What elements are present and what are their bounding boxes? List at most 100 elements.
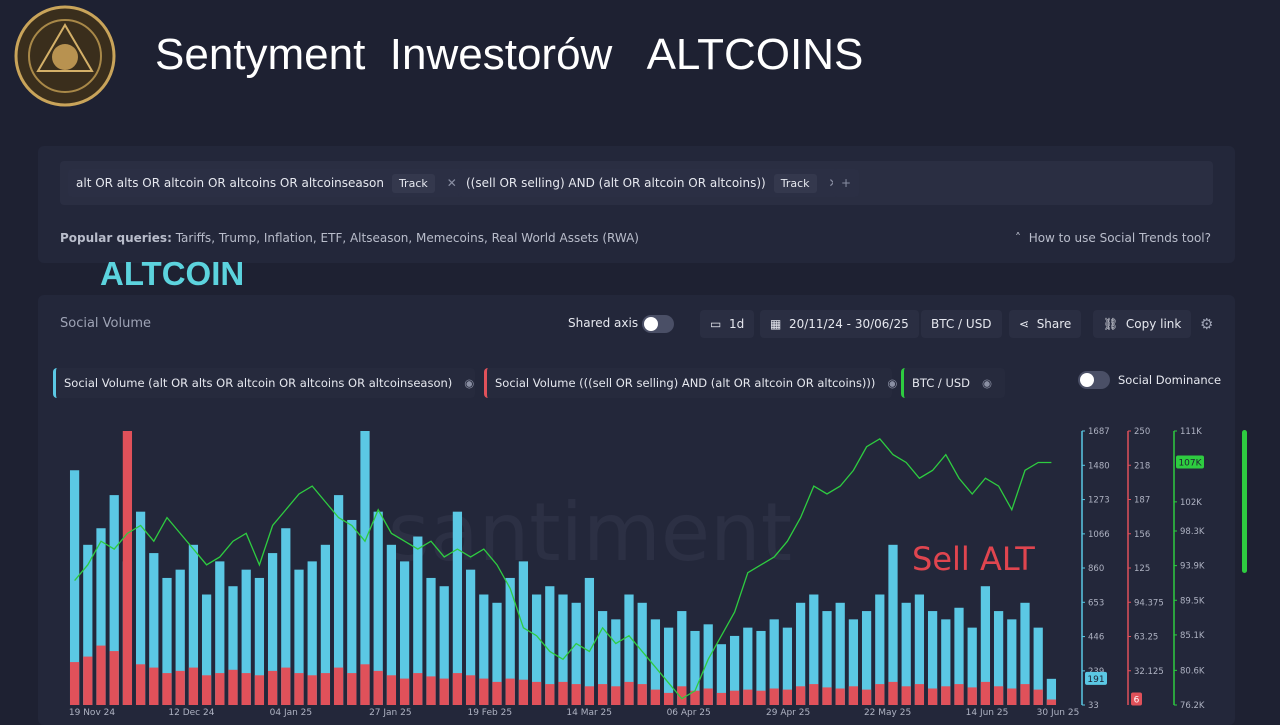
bar	[109, 495, 119, 705]
interval-button[interactable]: ▭ 1d	[700, 310, 755, 338]
bar	[294, 569, 304, 705]
x-tick-label: 29 Apr 25	[766, 708, 810, 718]
bar	[175, 569, 185, 705]
toggle-knob	[644, 317, 658, 331]
date-range-button[interactable]: ▦ 20/11/24 - 30/06/25	[760, 310, 919, 338]
legend-item[interactable]: Social Volume (alt OR alts OR altcoin OR…	[53, 368, 475, 398]
bar	[531, 681, 542, 705]
y-tick-label: 111K	[1180, 427, 1202, 437]
bar	[162, 577, 172, 705]
query-text: alt OR alts OR altcoin OR altcoins OR al…	[76, 176, 384, 190]
bar	[993, 611, 1004, 705]
bar	[109, 651, 119, 705]
bar	[650, 689, 661, 705]
bar	[439, 678, 449, 705]
pair-button[interactable]: BTC / USD	[921, 310, 1002, 338]
bar	[241, 569, 251, 705]
share-button[interactable]: ⋖ Share	[1009, 310, 1082, 338]
bar	[267, 553, 278, 705]
query-chip[interactable]: ((sell OR selling) AND (alt OR altcoin O…	[458, 169, 847, 197]
section-label: ALTCOIN	[100, 255, 245, 292]
bar	[426, 577, 436, 705]
bar	[188, 667, 199, 705]
x-tick-label: 12 Dec 24	[168, 708, 214, 718]
visibility-icon[interactable]: ◉	[464, 376, 475, 390]
bar	[690, 630, 700, 705]
bar	[531, 594, 542, 705]
y-tick-label: 653	[1088, 598, 1104, 608]
track-button[interactable]: Track	[773, 173, 817, 193]
y-tick-label: 860	[1088, 564, 1104, 574]
bar	[452, 673, 463, 705]
bar	[888, 681, 898, 705]
bar	[901, 602, 911, 705]
bar	[96, 645, 106, 705]
x-tick-label: 06 Apr 25	[667, 708, 711, 718]
bar	[611, 686, 621, 705]
social-dominance-toggle[interactable]	[1078, 371, 1110, 389]
bar	[215, 561, 225, 705]
bar	[333, 667, 344, 705]
copy-link-button[interactable]: ⛓ Copy link	[1093, 310, 1192, 338]
bar	[479, 594, 489, 705]
visibility-icon[interactable]: ◉	[982, 376, 993, 390]
bar	[215, 673, 225, 705]
settings-icon[interactable]: ⚙	[1200, 315, 1214, 333]
bar	[96, 528, 106, 705]
bar	[399, 561, 410, 705]
bar	[307, 675, 317, 705]
query-chip[interactable]: alt OR alts OR altcoin OR altcoins OR al…	[68, 169, 465, 197]
query-panel: alt OR alts OR altcoin OR altcoins OR al…	[38, 146, 1235, 263]
bar	[571, 684, 581, 705]
bar	[373, 670, 383, 705]
bar	[861, 611, 872, 705]
bar	[505, 577, 515, 705]
bar	[307, 561, 317, 705]
shared-axis-toggle[interactable]	[642, 315, 674, 333]
line	[74, 438, 1052, 700]
bar	[413, 536, 423, 705]
shared-axis-label: Shared axis	[568, 316, 639, 330]
bar	[492, 602, 502, 705]
help-link[interactable]: ˄ How to use Social Trends tool?	[1015, 231, 1211, 245]
bar	[69, 662, 80, 705]
current-value-badge	[1131, 692, 1142, 706]
bar	[690, 690, 700, 705]
bar	[320, 673, 331, 705]
bar	[1046, 699, 1057, 705]
share: Share	[1036, 317, 1072, 331]
bar	[650, 619, 661, 705]
bar	[413, 673, 423, 705]
bar	[479, 678, 489, 705]
popular-items[interactable]: Tariffs, Trump, Inflation, ETF, Altseaso…	[175, 231, 639, 245]
bar	[637, 602, 647, 705]
legend-item[interactable]: Social Volume (((sell OR selling) AND (a…	[484, 368, 897, 398]
bar	[822, 687, 832, 705]
bar	[835, 688, 845, 705]
popular-queries: Popular queries: Tariffs, Trump, Inflati…	[60, 231, 639, 245]
bar	[201, 594, 212, 705]
bar	[83, 544, 93, 705]
bar	[769, 619, 779, 705]
y-tick-label: 102K	[1180, 498, 1202, 508]
y-tick-label: 80.6K	[1180, 666, 1205, 676]
bar	[241, 673, 251, 705]
add-query[interactable]: +	[833, 169, 859, 197]
bar	[399, 678, 410, 705]
bar	[716, 644, 727, 705]
bar	[360, 664, 370, 705]
visibility-icon[interactable]: ◉	[887, 376, 898, 390]
bar	[373, 511, 383, 705]
bar	[795, 602, 806, 705]
interval: 1d	[728, 317, 745, 331]
y-tick-label: 1273	[1088, 496, 1110, 506]
bar	[927, 611, 938, 705]
panel-title: Social Volume	[60, 316, 152, 331]
legend-item[interactable]: BTC / USD ◉	[901, 368, 1005, 398]
track-button[interactable]: Track	[391, 173, 435, 193]
bar	[888, 544, 898, 705]
scrollbar[interactable]	[1242, 430, 1247, 573]
remove-icon[interactable]: ✕	[446, 176, 457, 190]
watermark: santiment	[388, 486, 792, 579]
